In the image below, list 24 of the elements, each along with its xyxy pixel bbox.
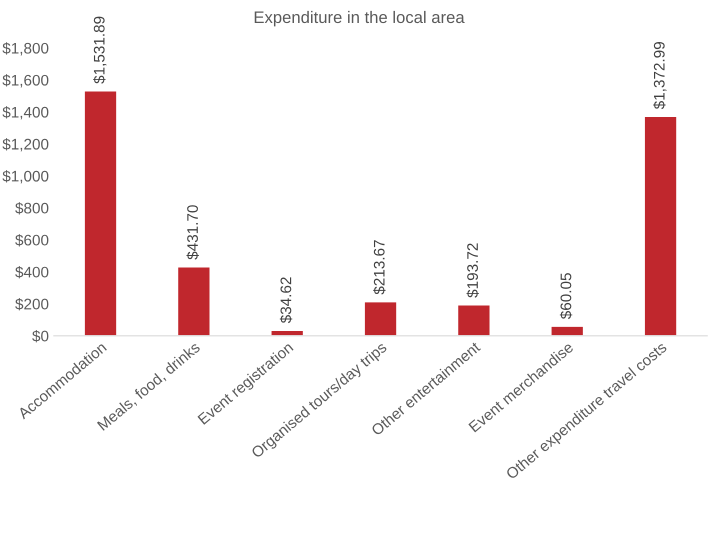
bar — [83, 90, 118, 336]
y-tick-label: $600 — [15, 234, 48, 246]
data-label: $193.72 — [466, 243, 479, 298]
y-tick-label: $1,400 — [2, 106, 48, 120]
bar — [550, 325, 584, 336]
y-tick-label: $200 — [15, 298, 48, 310]
data-label: $1,372.99 — [653, 42, 666, 110]
y-tick-label: $800 — [15, 202, 48, 214]
y-tick-label: $1,600 — [2, 74, 48, 88]
chart-title: Expenditure in the local area — [254, 10, 465, 26]
bar — [176, 266, 211, 336]
bar — [456, 304, 491, 336]
data-label: $1,531.89 — [93, 16, 106, 84]
bar — [364, 300, 398, 336]
data-label: $431.70 — [186, 205, 199, 260]
data-label: $60.05 — [560, 273, 572, 320]
y-tick-label: $0 — [32, 330, 48, 342]
bar — [644, 116, 678, 336]
data-label: $34.62 — [280, 277, 292, 324]
y-tick-label: $1,800 — [2, 42, 48, 56]
y-tick-label: $400 — [15, 266, 48, 278]
y-tick-label: $1,000 — [2, 170, 48, 184]
data-label: $213.67 — [373, 240, 386, 295]
y-tick-label: $1,200 — [2, 138, 48, 152]
